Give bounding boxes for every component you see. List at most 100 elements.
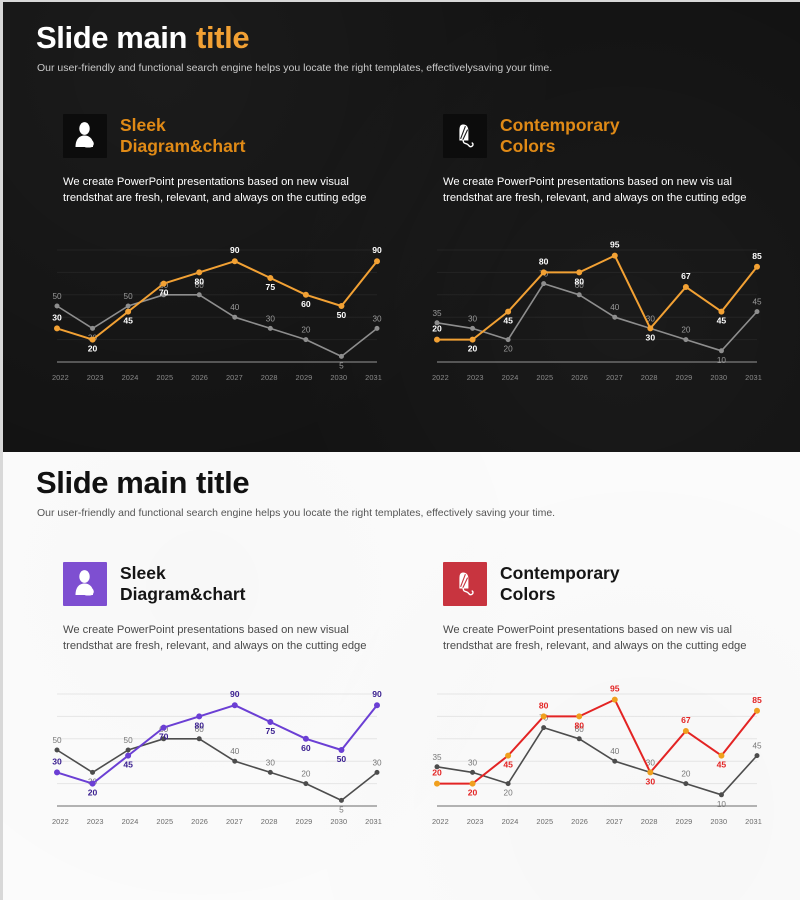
data-label: 40 bbox=[610, 303, 620, 312]
line-chart-colors-light[interactable]: 3530207060403020104520204580809530674585… bbox=[423, 684, 771, 832]
page-title-accent: title bbox=[196, 20, 250, 55]
data-point bbox=[754, 753, 760, 759]
data-label: 20 bbox=[88, 788, 98, 798]
data-point bbox=[374, 702, 380, 709]
data-label: 95 bbox=[610, 240, 620, 250]
x-tick-label: 2027 bbox=[225, 817, 243, 826]
data-point bbox=[267, 275, 274, 281]
data-label: 80 bbox=[539, 700, 549, 710]
x-tick-label: 2030 bbox=[330, 817, 348, 826]
data-label: 75 bbox=[266, 726, 276, 736]
data-label: 30 bbox=[52, 312, 62, 322]
data-label: 20 bbox=[504, 345, 514, 354]
card-colors-dark[interactable]: Contemporary Colors We create PowerPoint… bbox=[443, 114, 773, 207]
chart-canvas: 503050606040302053030204570809075605090 bbox=[52, 245, 382, 370]
data-point bbox=[682, 283, 689, 290]
x-tick-label: 2030 bbox=[710, 817, 728, 826]
data-point bbox=[90, 325, 96, 331]
card-body-text: We create PowerPoint presentations based… bbox=[443, 624, 747, 652]
page-title-plain: Slide main bbox=[36, 465, 188, 500]
data-point bbox=[611, 252, 618, 259]
x-axis-labels: 2022 2023 2024 2025 2026 2027 2028 2029 2030 2031 bbox=[423, 817, 771, 826]
data-point bbox=[302, 291, 309, 298]
x-tick-label: 2030 bbox=[330, 373, 348, 382]
data-point bbox=[89, 780, 96, 787]
data-point bbox=[647, 769, 654, 776]
data-point bbox=[576, 269, 583, 276]
data-label: 50 bbox=[52, 292, 62, 301]
data-label: 40 bbox=[230, 747, 240, 756]
card-colors-light[interactable]: Contemporary Colors We create PowerPoint… bbox=[443, 562, 773, 655]
x-tick-label: 2024 bbox=[121, 817, 139, 826]
data-label: 20 bbox=[432, 768, 442, 778]
data-point bbox=[754, 707, 760, 714]
series-line-secondary bbox=[56, 293, 378, 358]
data-label: 45 bbox=[123, 316, 133, 326]
line-chart-colors-dark[interactable]: 3530207060403020104520204580809530674585… bbox=[423, 240, 771, 388]
card-header: Sleek Diagram&chart bbox=[63, 562, 393, 606]
data-label: 45 bbox=[752, 742, 762, 751]
data-label: 67 bbox=[681, 271, 691, 281]
chart-canvas: 503050606040302053030204570809075605090 bbox=[52, 689, 382, 814]
data-label: 30 bbox=[372, 314, 382, 323]
data-point bbox=[196, 269, 203, 276]
data-point bbox=[338, 303, 345, 309]
data-label: 45 bbox=[717, 316, 727, 326]
data-label: 67 bbox=[681, 715, 691, 725]
x-tick-label: 2023 bbox=[466, 373, 484, 382]
card-sleek-dark[interactable]: Sleek Diagram&chart We create PowerPoint… bbox=[63, 114, 393, 207]
data-label: 50 bbox=[337, 754, 347, 764]
data-point bbox=[231, 702, 238, 709]
data-point bbox=[470, 769, 476, 775]
data-point bbox=[683, 337, 689, 343]
x-tick-label: 2023 bbox=[86, 373, 104, 382]
page-title: Slide main title bbox=[36, 22, 552, 53]
data-label: 30 bbox=[646, 314, 656, 323]
feather-icon-box bbox=[443, 562, 487, 606]
x-tick-label: 2031 bbox=[365, 817, 382, 826]
x-tick-label: 2022 bbox=[431, 817, 449, 826]
x-tick-label: 2028 bbox=[640, 817, 658, 826]
data-point bbox=[232, 314, 238, 320]
x-tick-label: 2025 bbox=[156, 373, 174, 382]
data-point bbox=[540, 713, 547, 720]
person-icon-box bbox=[63, 562, 107, 606]
series-line-primary bbox=[436, 254, 758, 341]
card-title-line2: Diagram&chart bbox=[120, 135, 246, 156]
data-label: 5 bbox=[339, 361, 344, 370]
x-tick-label: 2031 bbox=[365, 373, 382, 382]
x-tick-label: 2025 bbox=[536, 373, 554, 382]
line-chart-sleek-light[interactable]: 5030506060403020530302045708090756050902… bbox=[43, 684, 391, 832]
card-header: Sleek Diagram&chart bbox=[63, 114, 393, 158]
x-tick-label: 2030 bbox=[710, 373, 728, 382]
data-point bbox=[303, 781, 309, 787]
data-point bbox=[718, 752, 725, 759]
data-label: 50 bbox=[124, 292, 134, 301]
data-point bbox=[682, 727, 689, 734]
data-point bbox=[374, 769, 380, 775]
data-label: 60 bbox=[575, 281, 585, 290]
card-title: Contemporary Colors bbox=[500, 562, 620, 604]
data-point bbox=[505, 752, 512, 759]
data-point bbox=[718, 792, 724, 798]
data-label: 45 bbox=[752, 298, 762, 307]
data-label: 50 bbox=[52, 736, 62, 745]
line-chart-sleek-dark[interactable]: 5030506060403020530302045708090756050902… bbox=[43, 240, 391, 388]
data-label: 80 bbox=[194, 720, 204, 730]
data-point bbox=[469, 780, 476, 787]
x-tick-label: 2028 bbox=[260, 373, 278, 382]
data-label: 85 bbox=[752, 251, 762, 261]
data-point bbox=[718, 348, 724, 354]
data-point bbox=[612, 314, 618, 320]
x-axis-labels: 2022 2023 2024 2025 2026 2027 2028 2029 2030 2031 bbox=[43, 373, 391, 382]
card-title-line2: Diagram&chart bbox=[120, 583, 246, 604]
data-label: 80 bbox=[539, 256, 549, 266]
data-label: 30 bbox=[52, 756, 62, 766]
series-line-primary bbox=[436, 698, 758, 785]
data-point bbox=[754, 263, 760, 270]
x-tick-label: 2025 bbox=[536, 817, 554, 826]
data-label: 75 bbox=[266, 282, 276, 292]
card-sleek-light[interactable]: Sleek Diagram&chart We create PowerPoint… bbox=[63, 562, 393, 655]
data-point bbox=[89, 336, 96, 343]
